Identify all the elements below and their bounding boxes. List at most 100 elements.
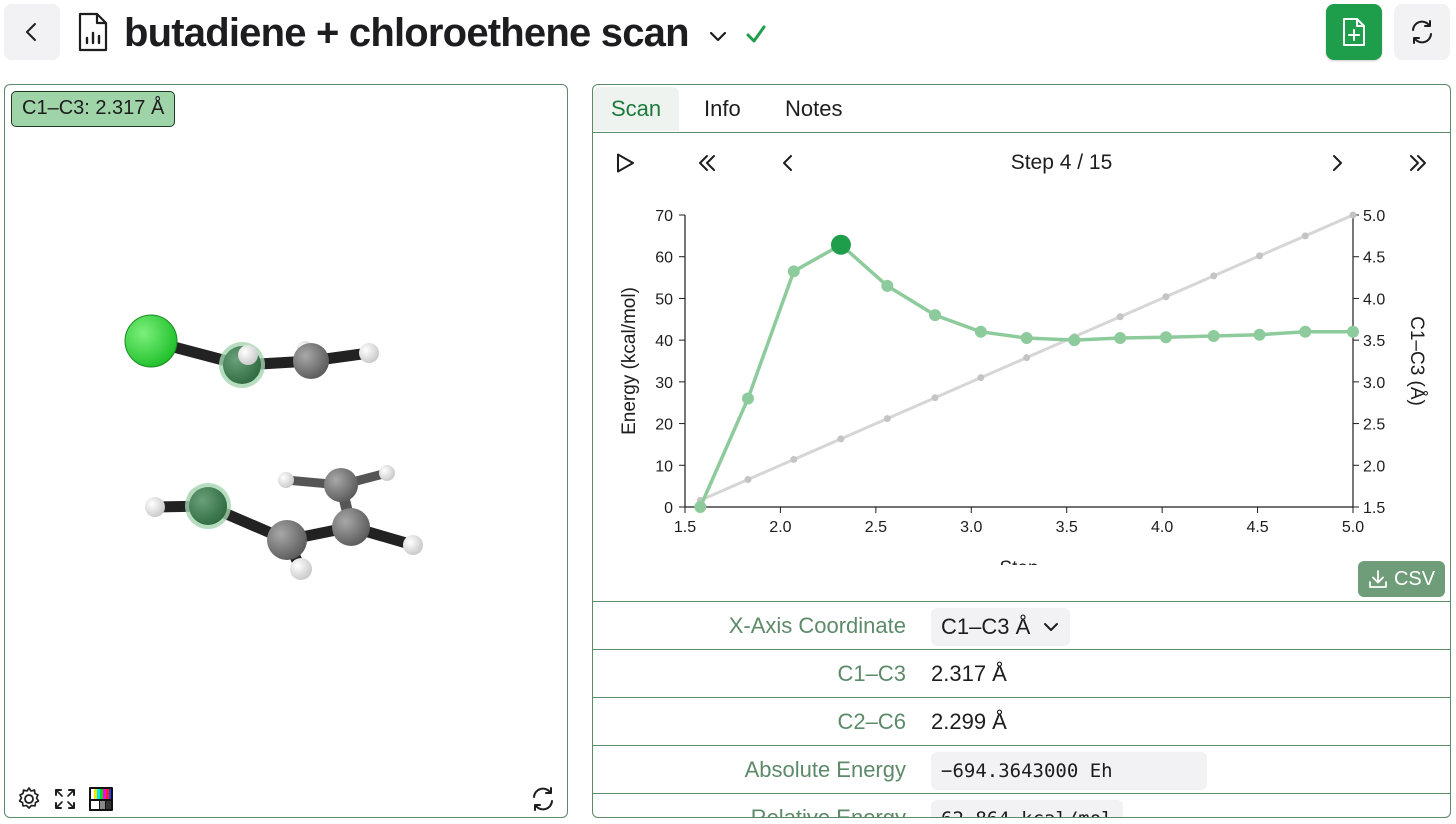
energy-point [741, 392, 754, 405]
distance-point [1349, 211, 1357, 219]
energy-point [1347, 325, 1359, 338]
absolute-energy-value[interactable]: −694.3643000 Eh [931, 752, 1207, 790]
refresh-button[interactable] [1394, 4, 1450, 60]
chevron-right-icon [1333, 155, 1342, 171]
chevron-down-icon[interactable] [706, 24, 730, 48]
double-chevron-right-icon [1410, 155, 1426, 171]
property-row-c2-c6: C2–C6 2.299 Å [593, 697, 1450, 745]
header: butadiene + chloroethene scan [0, 0, 1456, 72]
y-tick-label: 10 [655, 458, 673, 475]
distance-point [977, 374, 985, 382]
chart-document-icon [78, 12, 108, 52]
color-scheme-button[interactable] [87, 785, 115, 813]
tab-scan[interactable]: Scan [593, 87, 680, 131]
last-step-button[interactable] [1404, 149, 1432, 177]
distance-point [883, 415, 891, 423]
distance-point [837, 435, 845, 443]
y2-tick-label: 3.5 [1363, 333, 1385, 350]
energy-point [1020, 332, 1033, 345]
property-label: C1–C3 [837, 661, 906, 686]
check-icon [746, 25, 766, 43]
y-tick-label: 0 [664, 500, 673, 517]
x-tick-label: 4.5 [1246, 519, 1268, 536]
energy-point [1068, 334, 1081, 347]
reset-view-icon[interactable] [529, 785, 557, 813]
distance-point [1255, 252, 1263, 260]
energy-point [1159, 331, 1172, 344]
x-axis-label: Step [999, 558, 1038, 565]
distance-point [1116, 313, 1124, 321]
property-row-absolute-energy: Absolute Energy −694.3643000 Eh [593, 745, 1450, 793]
y-axis-label: Energy (kcal/mol) [619, 287, 640, 435]
property-row-relative-energy: Relative Energy 62.864 kcal/mol [593, 793, 1450, 818]
chevron-left-icon [26, 23, 36, 41]
energy-point [974, 325, 987, 338]
x-tick-label: 2.0 [769, 519, 791, 536]
y-tick-label: 50 [655, 291, 673, 308]
energy-point [787, 265, 800, 278]
refresh-icon [1412, 20, 1432, 44]
x-tick-label: 5.0 [1342, 519, 1364, 536]
energy-point [929, 309, 942, 322]
y2-tick-label: 1.5 [1363, 500, 1385, 517]
y2-tick-label: 2.5 [1363, 417, 1385, 434]
distance-point [1162, 293, 1170, 301]
molecule-render[interactable] [5, 85, 568, 818]
x-tick-label: 1.5 [674, 519, 696, 536]
fullscreen-button[interactable] [51, 785, 79, 813]
color-palette-icon [89, 787, 113, 811]
property-value: 2.299 Å [931, 709, 1007, 734]
energy-point [1299, 325, 1312, 338]
first-step-button[interactable] [693, 149, 721, 177]
relative-energy-value[interactable]: 62.864 kcal/mol [931, 800, 1123, 817]
previous-step-button[interactable] [774, 149, 802, 177]
x-tick-label: 3.0 [960, 519, 982, 536]
x-tick-label: 3.5 [1056, 519, 1078, 536]
tab-info[interactable]: Info [704, 96, 741, 121]
gear-icon [18, 787, 40, 809]
distance-point [1301, 232, 1309, 240]
property-label: Absolute Energy [744, 757, 906, 782]
double-chevron-left-icon [699, 155, 715, 171]
tab-notes[interactable]: Notes [785, 96, 843, 121]
distance-point [790, 455, 798, 463]
new-document-button[interactable] [1326, 4, 1382, 60]
distance-point [931, 394, 939, 402]
y-tick-label: 30 [655, 375, 673, 392]
chevron-left-icon [783, 155, 792, 171]
x-tick-label: 4.0 [1151, 519, 1173, 536]
step-navigator: Step 4 / 15 [593, 143, 1450, 183]
back-button[interactable] [4, 4, 60, 60]
y2-tick-label: 4.5 [1363, 250, 1385, 267]
x-axis-coordinate-select[interactable]: C1–C3 Å [931, 608, 1071, 646]
settings-button[interactable] [15, 785, 43, 813]
page-title[interactable]: butadiene + chloroethene scan [124, 11, 690, 55]
scan-panel: Scan Info Notes Step 4 / 15 [592, 84, 1451, 818]
current-step-point [830, 234, 851, 255]
property-row-x-axis: X-Axis Coordinate C1–C3 Å [593, 601, 1450, 649]
energy-point [1253, 328, 1266, 341]
csv-label: CSV [1393, 568, 1436, 590]
energy-scan-chart[interactable]: 1.5 2.0 2.5 3.0 3.5 4.0 4.5 5.0 0 10 20 30 40 50 60 70 1… [593, 185, 1450, 565]
property-label: Relative Energy [750, 805, 906, 818]
molecule-viewer[interactable]: C1–C3: 2.317 Å [4, 84, 568, 818]
play-button[interactable] [611, 149, 639, 177]
property-row-c1-c3: C1–C3 2.317 Å [593, 649, 1450, 697]
y-tick-label: 40 [655, 333, 673, 350]
y2-axis-label: C1–C3 (Å) [1406, 316, 1427, 406]
energy-point [1207, 329, 1220, 342]
distance-point [1210, 272, 1218, 280]
download-csv-button[interactable]: CSV [1358, 561, 1445, 597]
measurement-badge: C1–C3: 2.317 Å [11, 91, 176, 127]
property-label: C2–C6 [837, 709, 906, 734]
property-value: 2.317 Å [931, 661, 1007, 686]
next-step-button[interactable] [1323, 149, 1351, 177]
download-icon [1369, 570, 1387, 588]
y-tick-label: 60 [655, 250, 673, 267]
y2-tick-label: 5.0 [1363, 208, 1385, 225]
play-icon [617, 153, 634, 173]
y2-tick-label: 3.0 [1363, 375, 1385, 392]
chevron-down-icon [1044, 623, 1059, 631]
y-tick-label: 70 [655, 208, 673, 225]
x-axis-coordinate-value: C1–C3 Å [941, 614, 1031, 639]
